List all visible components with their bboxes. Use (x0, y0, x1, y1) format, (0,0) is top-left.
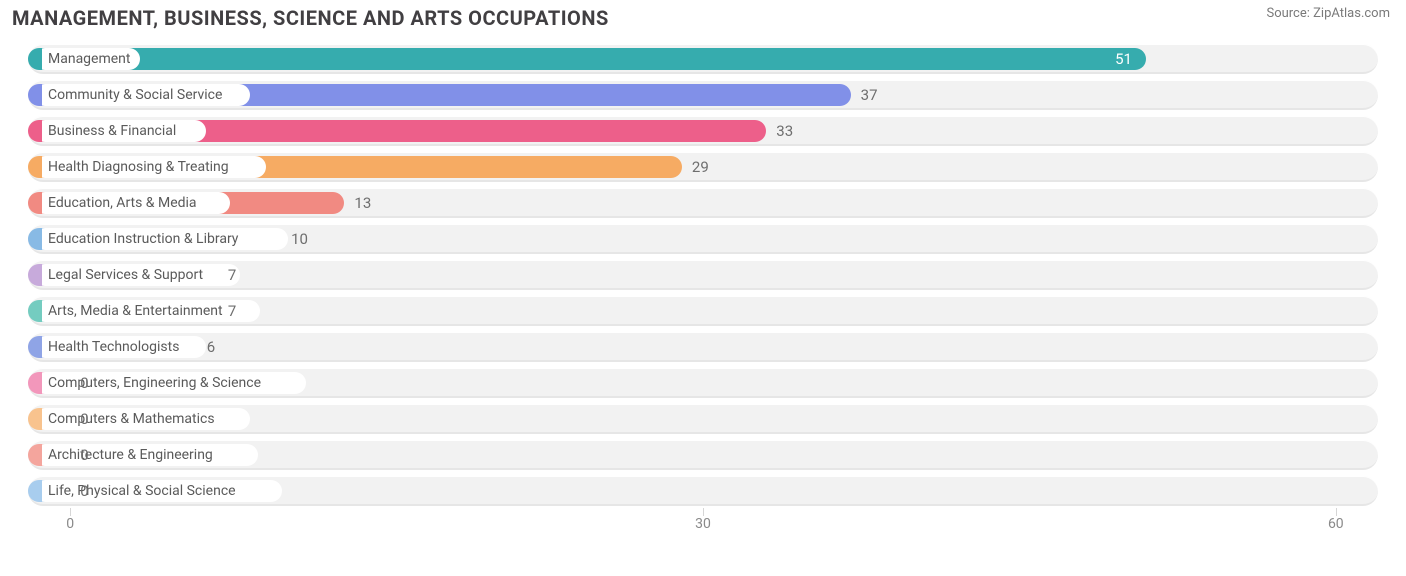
bar-label-pill: Business & Financial (34, 120, 206, 142)
bar-label-text: Education Instruction & Library (48, 231, 238, 247)
plot-area: Management51 Community & Social Service 37… (28, 44, 1378, 506)
bar-label-text: Health Technologists (48, 339, 179, 355)
bar-label-pill: Architecture & Engineering (34, 444, 258, 466)
bar-row: Legal Services & Support 7 (28, 260, 1378, 290)
bar-row: Architecture & Engineering0 (28, 440, 1378, 470)
bar-value-label: 10 (281, 224, 308, 254)
source-prefix: Source: (1266, 6, 1313, 21)
bar-row: Life, Physical & Social Science0 (28, 476, 1378, 506)
bar-row: Business & Financial 33 (28, 116, 1378, 146)
bar-label-text: Arts, Media & Entertainment (48, 303, 223, 319)
bar-value-label: 29 (682, 152, 709, 182)
bar-value-label: 13 (344, 188, 371, 218)
bar-label-pill: Legal Services & Support (34, 264, 240, 286)
bar-label-pill: Health Technologists (34, 336, 206, 358)
x-axis-tick-line (70, 508, 71, 516)
source-name: ZipAtlas.com (1313, 6, 1390, 21)
bar-track (28, 332, 1378, 362)
bar-label-pill: Education Instruction & Library (34, 228, 288, 250)
source-attribution: Source: ZipAtlas.com (1266, 6, 1390, 21)
bar-value-label: 0 (70, 440, 88, 470)
bar-label-text: Business & Financial (48, 123, 176, 139)
x-axis-tick-label: 30 (695, 516, 711, 532)
x-axis-tick-label: 60 (1328, 516, 1344, 532)
x-axis: 0 30 60 (28, 512, 1378, 536)
bar-label-pill: Health Diagnosing & Treating (34, 156, 266, 178)
bar-row: Management51 (28, 44, 1378, 74)
bar-label-text: Education, Arts & Media (48, 195, 197, 211)
bar-value-label: 6 (197, 332, 215, 362)
bar-row: Computers, Engineering & Science0 (28, 368, 1378, 398)
bar-label-pill: Education, Arts & Media (34, 192, 230, 214)
bar-value-label: 51 (28, 44, 1146, 74)
bar-row: Computers & Mathematics0 (28, 404, 1378, 434)
bar-label-text: Community & Social Service (48, 87, 222, 103)
bar-value-label: 7 (218, 296, 236, 326)
bar-value-label: 0 (70, 476, 88, 506)
bar-value-label: 0 (70, 368, 88, 398)
bar-value-label: 37 (851, 80, 878, 110)
bar-row: Health Technologists 6 (28, 332, 1378, 362)
bar-row: Community & Social Service 37 (28, 80, 1378, 110)
bar-value-label: 7 (218, 260, 236, 290)
bar-row: Arts, Media & Entertainment7 (28, 296, 1378, 326)
bar-label-pill: Community & Social Service (34, 84, 250, 106)
bar-row: Education Instruction & Library 10 (28, 224, 1378, 254)
occupations-bar-chart: Management51 Community & Social Service 37… (0, 30, 1406, 576)
x-axis-tick-line (703, 508, 704, 516)
bar-label-text: Legal Services & Support (48, 267, 203, 283)
x-axis-tick-line (1336, 508, 1337, 516)
bar-value-label: 33 (766, 116, 793, 146)
chart-title: MANAGEMENT, BUSINESS, SCIENCE AND ARTS O… (12, 6, 609, 30)
bar-label-text: Health Diagnosing & Treating (48, 159, 229, 175)
bar-row: Education, Arts & Media 13 (28, 188, 1378, 218)
bar-row: Health Diagnosing & Treating 29 (28, 152, 1378, 182)
bar-value-label: 0 (70, 404, 88, 434)
bar-label-pill: Computers & Mathematics (34, 408, 250, 430)
x-axis-tick-label: 0 (66, 516, 74, 532)
